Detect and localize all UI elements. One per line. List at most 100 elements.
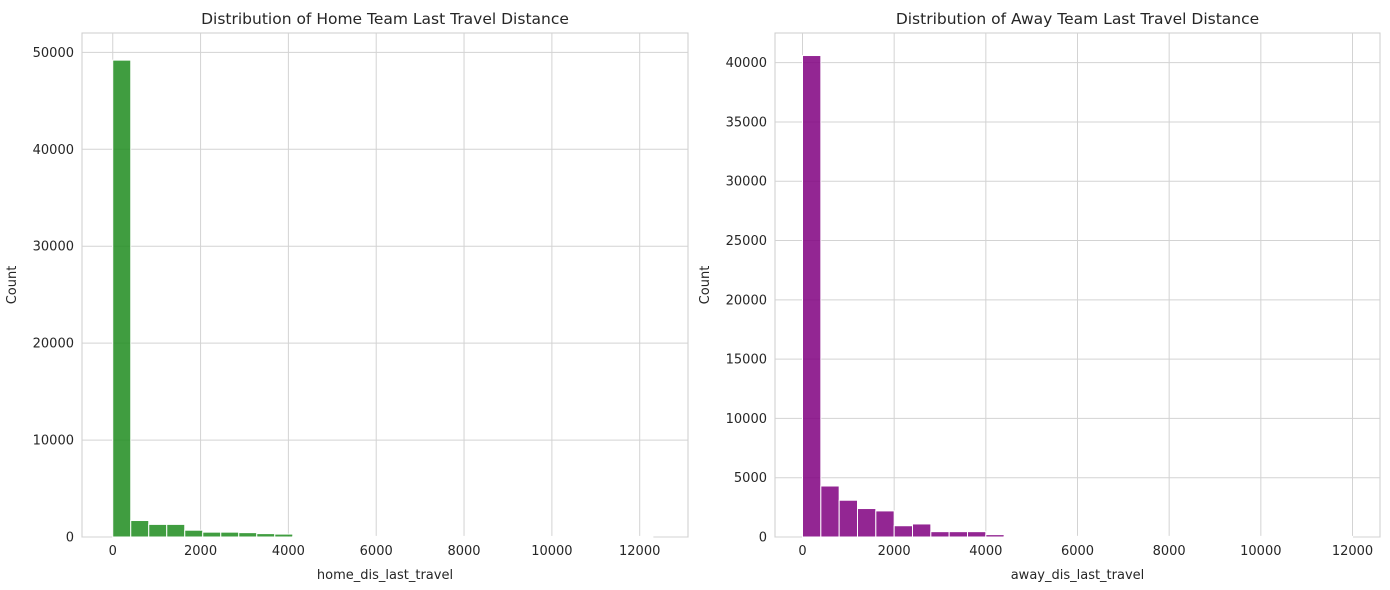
away-gridlines [775,33,1380,538]
home-histogram-bar [202,531,222,538]
away-histogram-bar [893,525,914,538]
home-gridlines [82,33,688,538]
home-histogram-bar [346,535,366,538]
away-histogram-bar [1242,535,1262,538]
away-histogram-bar [875,510,895,538]
home-histogram-bar [238,532,258,538]
home-histogram-bar [112,59,132,538]
away-histogram-bar [1022,535,1042,538]
home-histogram-bar [328,535,348,538]
home-x-tick-label: 12000 [619,544,660,559]
away-histogram-bar [985,534,1005,538]
away-histogram-bar [1315,535,1335,538]
away-histogram-bar [838,499,859,538]
away-histogram-panel: 0 2000 4000 6000 8000 10000 12000 0 5000 10000 15… [698,10,1381,583]
home-x-axis-label: home_dis_last_travel [317,568,453,583]
home-histogram-panel: 0 2000 4000 6000 8000 10000 12000 0 10000 20000 3… [5,10,689,583]
away-bars [802,55,1353,538]
home-histogram-bar [310,535,330,538]
away-histogram-bar [857,508,877,538]
home-histogram-bar [472,535,492,538]
away-x-axis-label: away_dis_last_travel [1011,568,1145,583]
away-y-tick-label: 15000 [726,353,767,368]
away-histogram-bar [912,523,932,538]
away-histogram-bar [1205,535,1225,538]
away-histogram-bar [802,55,822,538]
home-histogram-bar [454,535,474,538]
home-y-tick-label: 30000 [33,240,74,255]
away-x-ticks: 0 2000 4000 6000 8000 10000 12000 [798,544,1373,559]
away-y-tick-label: 5000 [734,471,767,486]
away-histogram-bar [1187,535,1207,538]
away-x-tick-label: 0 [798,544,806,559]
home-histogram-bar [598,535,618,538]
home-x-tick-label: 10000 [531,544,572,559]
away-y-tick-label: 40000 [726,56,767,71]
away-histogram-bar [948,531,969,538]
home-histogram-bar [436,535,456,538]
home-y-ticks: 0 10000 20000 30000 40000 50000 [33,46,74,546]
home-x-tick-label: 6000 [360,544,393,559]
away-histogram-bar [1095,535,1115,538]
home-histogram-bar [148,523,168,538]
away-y-tick-label: 25000 [726,234,767,249]
away-histogram-bar [1113,535,1133,538]
away-x-tick-label: 8000 [1153,544,1186,559]
away-histogram-bar [967,531,987,538]
away-x-tick-label: 2000 [878,544,911,559]
away-histogram-bar [1003,535,1024,538]
home-y-axis-label: Count [5,266,20,305]
away-histogram-bar [930,531,950,538]
home-x-ticks: 0 2000 4000 6000 8000 10000 12000 [109,544,661,559]
away-x-tick-label: 6000 [1061,544,1094,559]
away-y-tick-label: 20000 [726,293,767,308]
home-histogram-bar [526,535,546,538]
away-y-ticks: 0 5000 10000 15000 20000 25000 30000 35000 40000 [726,56,767,545]
home-histogram-bar [580,535,600,538]
home-histogram-bar [130,520,150,538]
home-histogram-bar [184,529,204,538]
home-histogram-bar [364,535,384,538]
away-chart-title: Distribution of Away Team Last Travel Di… [896,10,1259,28]
home-y-tick-label: 0 [66,531,74,546]
home-x-tick-label: 2000 [184,544,217,559]
away-histogram-bar [1150,535,1170,538]
away-histogram-bar [1333,535,1353,538]
away-y-tick-label: 10000 [726,412,767,427]
home-histogram-bar [490,535,510,538]
home-histogram-bar [400,535,420,538]
away-y-tick-label: 30000 [726,175,767,190]
away-y-tick-label: 0 [759,531,767,546]
away-x-tick-label: 4000 [969,544,1002,559]
away-histogram-bar [1297,535,1317,538]
home-histogram-bar [274,533,294,538]
home-plot-area [81,32,689,538]
away-histogram-bar [1168,535,1188,538]
home-y-tick-label: 50000 [33,46,74,61]
home-histogram-bar [634,535,654,538]
home-x-tick-label: 4000 [272,544,305,559]
home-histogram-bar [382,535,402,538]
home-histogram-bar [220,531,240,538]
away-y-axis-label: Count [698,266,713,305]
home-histogram-bar [256,533,276,538]
away-histogram-bar [1278,535,1298,538]
home-histogram-bar [544,535,564,538]
home-y-tick-label: 40000 [33,143,74,158]
home-y-tick-label: 20000 [33,337,74,352]
away-histogram-bar [1058,535,1078,538]
away-histogram-bar [1077,535,1097,538]
home-histogram-bar [616,535,636,538]
away-histogram-bar [1132,535,1152,538]
home-chart-title: Distribution of Home Team Last Travel Di… [201,10,569,28]
away-x-tick-label: 10000 [1240,544,1281,559]
away-histogram-bar [820,485,840,538]
away-y-tick-label: 35000 [726,115,767,130]
home-histogram-bar [562,535,582,538]
home-x-tick-label: 8000 [447,544,480,559]
away-x-tick-label: 12000 [1332,544,1373,559]
away-histogram-bar [1260,535,1280,538]
home-histogram-bar [508,535,528,538]
home-y-tick-label: 10000 [33,434,74,449]
